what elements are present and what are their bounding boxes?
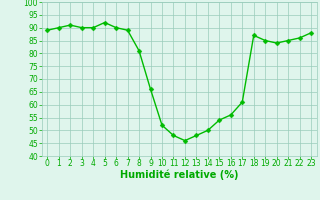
X-axis label: Humidité relative (%): Humidité relative (%): [120, 170, 238, 180]
